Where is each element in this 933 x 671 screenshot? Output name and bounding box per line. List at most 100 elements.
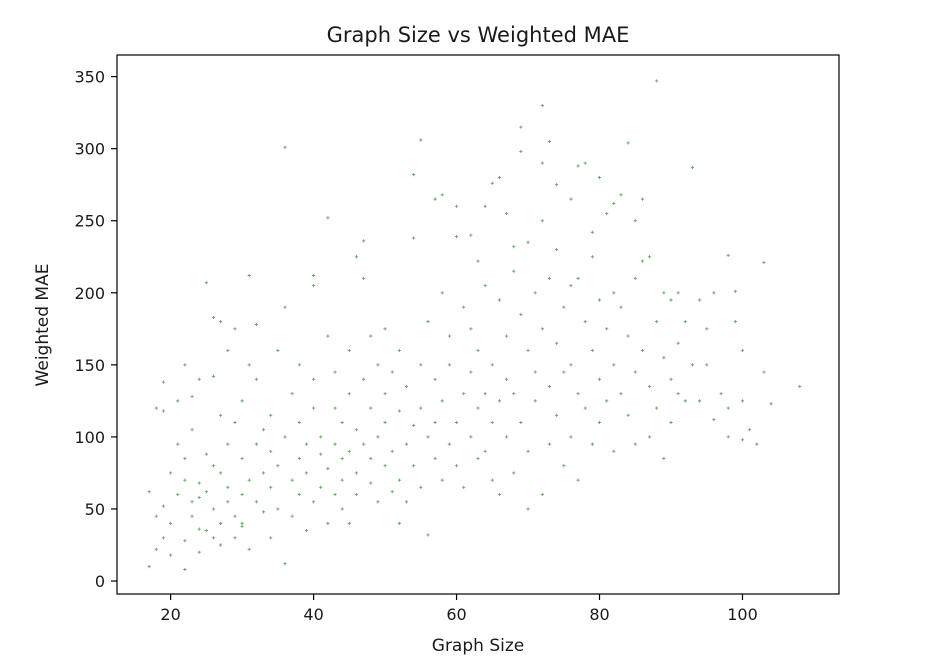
data-point — [476, 406, 480, 410]
data-point — [483, 204, 487, 208]
data-point — [426, 435, 430, 439]
data-point — [698, 298, 702, 302]
data-point — [469, 435, 473, 439]
data-point — [412, 236, 416, 240]
data-point — [226, 442, 230, 446]
data-point — [354, 471, 359, 475]
data-point — [590, 348, 594, 353]
data-point — [755, 442, 759, 446]
data-point — [362, 239, 366, 243]
data-point — [362, 276, 366, 280]
data-point — [326, 467, 330, 471]
data-point — [569, 283, 573, 288]
data-point — [169, 521, 173, 525]
data-point — [283, 562, 287, 566]
data-point — [261, 510, 266, 514]
data-point — [419, 485, 423, 489]
data-point — [640, 259, 645, 263]
data-point — [362, 377, 366, 381]
data-point — [676, 392, 680, 396]
data-point — [512, 269, 516, 273]
y-tick-label: 250 — [74, 212, 105, 231]
y-tick-label: 150 — [74, 356, 105, 375]
x-axis-label: Graph Size — [432, 636, 524, 656]
data-point — [161, 536, 166, 540]
data-point — [190, 514, 194, 518]
data-point — [154, 514, 158, 518]
data-point — [533, 399, 537, 403]
data-point — [533, 370, 537, 374]
data-point — [347, 521, 351, 525]
data-point — [683, 320, 687, 324]
data-point — [540, 103, 544, 108]
data-point — [376, 435, 380, 439]
data-point — [476, 348, 480, 353]
data-point — [454, 234, 459, 239]
data-point — [497, 175, 502, 180]
data-point — [640, 197, 645, 201]
data-point — [290, 392, 294, 396]
data-point — [197, 550, 201, 554]
data-point — [311, 283, 316, 288]
data-point — [226, 348, 230, 353]
data-point — [383, 420, 387, 425]
data-point — [176, 399, 180, 403]
data-point — [219, 471, 223, 475]
data-point — [219, 543, 223, 547]
data-point — [454, 420, 459, 425]
data-point — [605, 211, 609, 216]
data-point — [404, 384, 409, 389]
data-point — [469, 327, 473, 331]
data-point — [647, 255, 652, 259]
data-point — [304, 528, 309, 533]
data-point — [733, 320, 737, 324]
data-point — [233, 514, 237, 518]
data-point — [526, 348, 530, 353]
data-point — [397, 348, 401, 353]
data-point — [490, 420, 494, 425]
data-point — [462, 392, 466, 396]
data-point — [376, 500, 380, 504]
data-point — [347, 392, 351, 396]
data-point — [476, 259, 480, 263]
data-point — [397, 409, 401, 413]
data-point — [547, 442, 552, 446]
data-point — [555, 341, 559, 345]
data-point — [247, 273, 251, 278]
data-point — [447, 363, 452, 367]
data-point — [347, 348, 351, 353]
data-point — [311, 500, 316, 504]
data-point — [204, 490, 208, 494]
data-point — [197, 527, 201, 531]
data-point — [340, 478, 344, 482]
data-point — [562, 305, 566, 309]
data-point — [190, 500, 194, 504]
data-point — [490, 181, 494, 185]
data-point — [161, 409, 166, 413]
data-point — [254, 442, 258, 446]
data-point — [576, 478, 580, 482]
data-point — [211, 315, 216, 319]
data-point — [669, 298, 673, 302]
data-point — [583, 406, 587, 410]
data-point — [190, 394, 194, 399]
data-point — [311, 406, 316, 410]
data-point — [633, 276, 637, 280]
data-point — [798, 384, 802, 389]
data-point — [169, 471, 173, 475]
data-point — [283, 435, 287, 439]
data-point — [504, 211, 509, 216]
data-point — [540, 219, 544, 223]
data-point — [412, 423, 416, 427]
data-point — [647, 384, 652, 389]
data-point — [183, 363, 187, 367]
data-point — [555, 413, 559, 417]
data-point — [655, 406, 659, 410]
data-point — [390, 449, 394, 453]
data-point — [633, 442, 637, 446]
data-point — [669, 420, 673, 425]
data-point — [769, 402, 773, 406]
data-point — [219, 521, 223, 525]
data-point — [283, 145, 287, 149]
